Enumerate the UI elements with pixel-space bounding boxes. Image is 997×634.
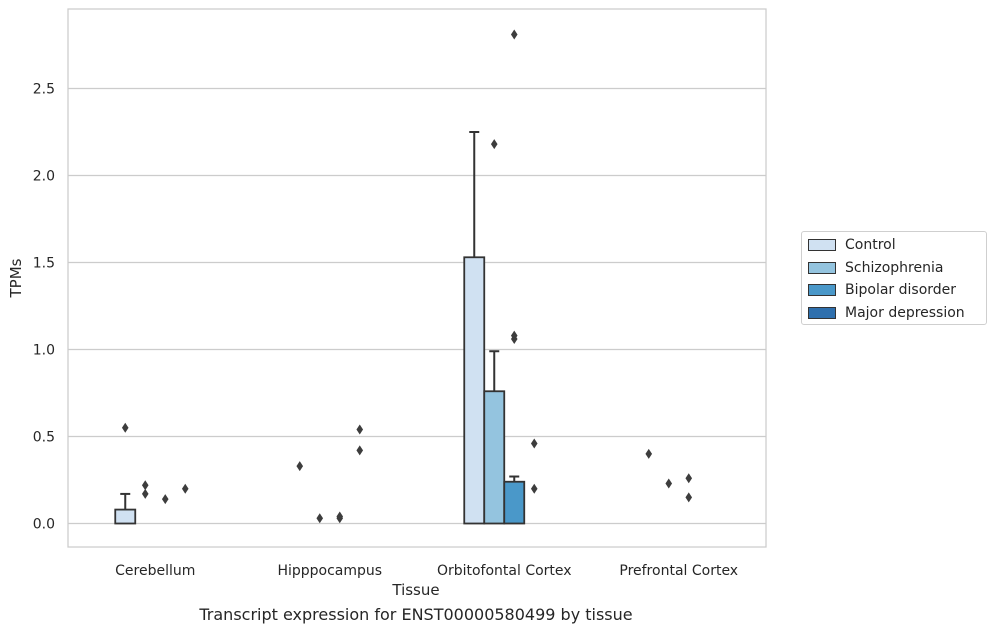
legend-item: Bipolar disorder: [808, 280, 956, 300]
chart-caption: Transcript expression for ENST0000058049…: [199, 605, 633, 624]
legend-item: Control: [808, 235, 896, 255]
outlier-point: [296, 461, 304, 472]
x-tick-label: Prefrontal Cortex: [619, 563, 738, 579]
legend-swatch: [808, 306, 836, 319]
bar: [463, 256, 486, 525]
legend-item: Major depression: [808, 303, 965, 323]
legend-item: Schizophrenia: [808, 258, 943, 278]
y-tick-label: 0.5: [33, 430, 55, 446]
y-tick-label: 2.0: [33, 169, 55, 185]
legend: Control Schizophrenia Bipolar disorder Majo…: [801, 231, 987, 325]
y-tick-label: 1.0: [33, 343, 55, 359]
outlier-point: [530, 483, 538, 494]
legend-label: Major depression: [845, 304, 965, 321]
bar: [483, 390, 506, 525]
outlier-point: [530, 438, 538, 449]
bar: [503, 480, 526, 525]
outlier-point: [510, 29, 518, 40]
y-tick-label: 1.5: [33, 256, 55, 272]
plot-frame: [67, 8, 767, 548]
outlier-point: [685, 473, 693, 484]
outlier-point: [141, 480, 149, 491]
legend-swatch: [808, 261, 836, 274]
legend-label: Bipolar disorder: [845, 282, 957, 298]
outlier-point: [356, 445, 364, 456]
outlier-point: [665, 478, 673, 489]
outlier-point: [121, 422, 129, 433]
outlier-point: [181, 483, 189, 494]
outlier-point: [161, 494, 169, 505]
legend-swatch: [808, 239, 836, 251]
x-tick-label: Hipppocampus: [277, 563, 382, 579]
x-tick-label: Orbitofontal Cortex: [437, 563, 572, 579]
legend-swatch: [808, 284, 836, 296]
legend-label: Schizophrenia: [845, 259, 944, 276]
x-tick-labels: Cerebellum Hipppocampus Orbitofontal Corte…: [115, 563, 738, 579]
x-axis-label: Tissue: [391, 581, 439, 599]
y-tick-label: 0.0: [33, 517, 55, 533]
gridlines: [68, 87, 766, 525]
y-tick-labels: 0.0 0.5 1.0 1.5 2.0 2.5: [33, 82, 55, 533]
outlier-point: [510, 330, 518, 341]
outlier-point: [490, 139, 498, 150]
outlier-point: [685, 492, 693, 503]
outlier-point: [645, 448, 653, 459]
x-tick-label: Cerebellum: [115, 563, 195, 579]
outlier-point: [336, 511, 344, 522]
outlier-point: [356, 424, 364, 435]
y-tick-label: 2.5: [33, 82, 55, 98]
outlier-point: [141, 488, 149, 499]
bar: [114, 508, 137, 525]
chart-marks: [114, 29, 693, 525]
legend-label: Control: [845, 237, 896, 253]
outlier-point: [316, 513, 324, 524]
y-axis-label: TPMs: [7, 258, 25, 298]
